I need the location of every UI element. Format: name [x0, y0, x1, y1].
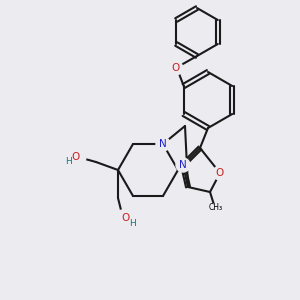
Text: O: O — [121, 213, 129, 223]
Text: N: N — [159, 139, 167, 149]
Circle shape — [115, 210, 131, 226]
Text: CH₃: CH₃ — [209, 203, 223, 212]
Circle shape — [156, 137, 170, 151]
Text: O: O — [72, 152, 80, 162]
Text: O: O — [172, 63, 180, 73]
Text: H: H — [129, 218, 135, 227]
Circle shape — [70, 149, 86, 165]
Text: O: O — [216, 168, 224, 178]
Circle shape — [176, 158, 190, 172]
Circle shape — [213, 166, 227, 180]
Circle shape — [169, 61, 183, 75]
Text: H: H — [64, 157, 71, 166]
Text: N: N — [179, 160, 187, 170]
